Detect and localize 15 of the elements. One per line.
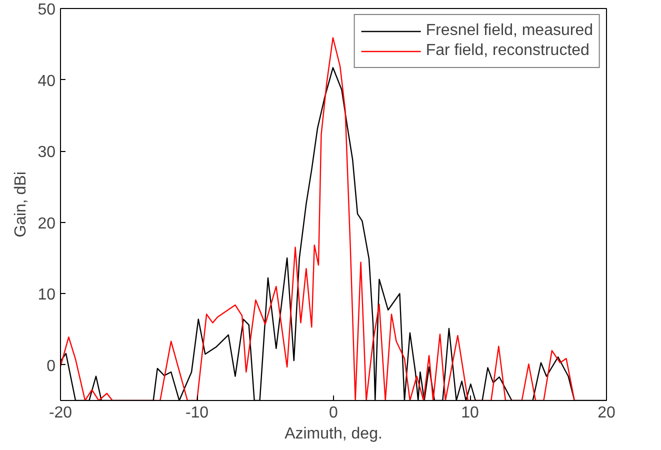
legend-label: Fresnel field, measured bbox=[426, 22, 593, 40]
x-tick-label: 10 bbox=[461, 404, 479, 422]
y-tick-label: 0 bbox=[46, 358, 56, 375]
y-tick-label: 10 bbox=[38, 286, 56, 304]
y-tick-label: 20 bbox=[38, 215, 56, 232]
x-axis-title: Azimuth, deg. bbox=[284, 426, 382, 442]
x-tick-label: 0 bbox=[329, 404, 338, 422]
y-tick-label: 50 bbox=[38, 2, 56, 18]
x-tick-label: -20 bbox=[48, 404, 72, 422]
legend-label: Far field, reconstructed bbox=[426, 42, 590, 60]
y-axis-title: Gain, dBi bbox=[12, 172, 30, 238]
x-tick-label: -10 bbox=[185, 404, 209, 422]
y-tick-label: 40 bbox=[38, 72, 56, 90]
y-tick-label: 30 bbox=[38, 144, 56, 162]
x-tick-label: 20 bbox=[598, 404, 616, 422]
